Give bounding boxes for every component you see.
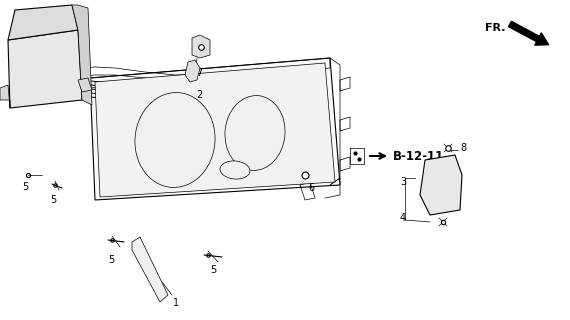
Text: 2: 2	[196, 90, 202, 100]
Polygon shape	[0, 85, 10, 108]
Text: 5: 5	[22, 182, 28, 192]
Text: 4: 4	[400, 213, 406, 223]
Text: FR.: FR.	[485, 23, 506, 33]
Text: 6: 6	[308, 183, 314, 193]
Ellipse shape	[135, 92, 215, 188]
Text: 5: 5	[210, 265, 216, 275]
Text: 5: 5	[50, 195, 56, 205]
FancyArrow shape	[508, 21, 548, 45]
Polygon shape	[8, 5, 78, 40]
Text: 7: 7	[196, 68, 202, 78]
Polygon shape	[95, 63, 335, 197]
Text: 1: 1	[173, 298, 179, 308]
Ellipse shape	[225, 96, 285, 171]
Text: 3: 3	[400, 177, 406, 187]
Polygon shape	[192, 35, 210, 58]
Ellipse shape	[220, 161, 250, 179]
Polygon shape	[185, 60, 200, 82]
Text: 8: 8	[460, 143, 466, 153]
Polygon shape	[132, 237, 168, 302]
Polygon shape	[90, 58, 340, 200]
Text: B-12-11: B-12-11	[393, 149, 444, 163]
Text: 5: 5	[108, 255, 114, 265]
Polygon shape	[8, 30, 82, 108]
Polygon shape	[78, 78, 92, 92]
Polygon shape	[72, 5, 92, 105]
Polygon shape	[420, 155, 462, 215]
